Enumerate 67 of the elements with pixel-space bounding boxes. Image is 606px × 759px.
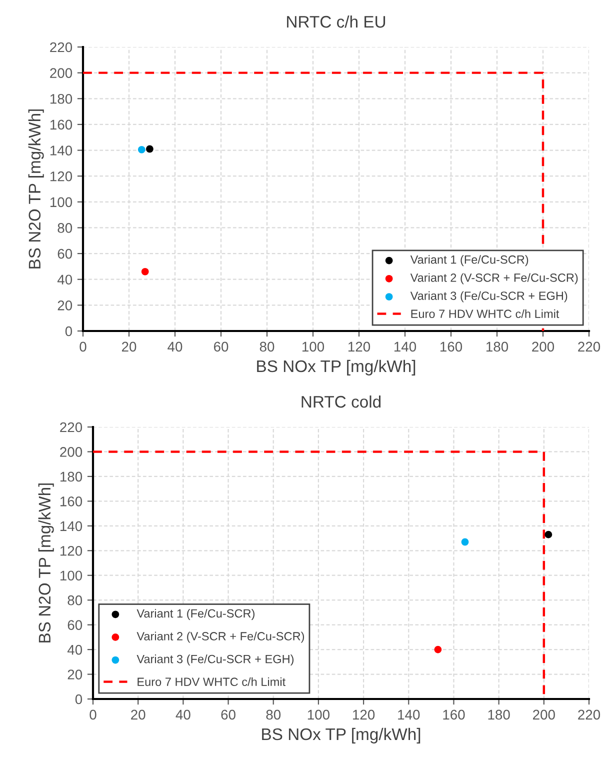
legend-label: Variant 2 (V-SCR + Fe/Cu-SCR) bbox=[410, 273, 578, 284]
chart-title: NRTC cold bbox=[302, 395, 381, 408]
x-tick-label: 180 bbox=[486, 342, 508, 352]
y-tick-label: 180 bbox=[50, 94, 72, 104]
x-tick-label: 80 bbox=[260, 342, 274, 352]
legend-label: Euro 7 HDV WHTC c/h Limit bbox=[138, 677, 286, 686]
point bbox=[434, 646, 442, 654]
y-tick-label: 0 bbox=[65, 326, 72, 336]
x-tick-label: 200 bbox=[532, 342, 554, 352]
x-tick-label: 220 bbox=[578, 710, 600, 720]
y-tick-label: 100 bbox=[50, 197, 72, 208]
x-tick-label: 60 bbox=[221, 710, 236, 720]
legend-label: Variant 1 (Fe/Cu-SCR) bbox=[136, 608, 254, 620]
y-tick-label: 60 bbox=[68, 620, 82, 630]
x-tick-label: 160 bbox=[440, 342, 462, 352]
y-tick-label: 40 bbox=[67, 644, 82, 655]
y-tick-label: 140 bbox=[50, 146, 72, 156]
x-axis-title: BS NOx TP [mg/kWh] bbox=[262, 728, 420, 744]
x-tick-label: 160 bbox=[443, 710, 465, 720]
y-tick-label: 0 bbox=[75, 694, 82, 704]
point bbox=[141, 268, 149, 276]
y-tick-label: 120 bbox=[60, 546, 82, 556]
x-axis-title: BS NOx TP [mg/kWh] bbox=[257, 360, 416, 376]
point bbox=[544, 530, 552, 538]
x-tick-label: 80 bbox=[266, 710, 281, 720]
x-tick-label: 100 bbox=[308, 710, 330, 720]
x-tick-label: 120 bbox=[348, 342, 370, 352]
y-tick-label: 200 bbox=[50, 68, 72, 78]
y-tick-label: 20 bbox=[68, 670, 82, 680]
x-tick-label: 60 bbox=[214, 342, 228, 352]
point bbox=[461, 538, 469, 546]
y-tick-label: 160 bbox=[50, 120, 72, 130]
point bbox=[146, 145, 154, 153]
y-tick-label: 20 bbox=[58, 300, 72, 310]
x-tick-label: 40 bbox=[176, 710, 190, 720]
x-tick-label: 40 bbox=[168, 342, 182, 352]
x-tick-label: 120 bbox=[353, 710, 375, 720]
legend-label: Variant 3 (Fe/Cu-SCR + EGH) bbox=[136, 654, 294, 666]
y-tick-label: 40 bbox=[57, 274, 72, 285]
chart-title: NRTC c/h EU bbox=[287, 15, 386, 28]
legend-label: Variant 3 (Fe/Cu-SCR + EGH) bbox=[410, 291, 568, 302]
x-tick-label: 100 bbox=[302, 342, 324, 352]
x-tick-label: 140 bbox=[394, 342, 416, 352]
y-axis-title: BS N2O TP [mg/kWh] bbox=[38, 483, 54, 642]
legend-label: Euro 7 HDV WHTC c/h Limit bbox=[411, 309, 560, 318]
legend-label: Variant 1 (Fe/Cu-SCR) bbox=[410, 255, 528, 266]
y-tick-label: 120 bbox=[50, 171, 72, 182]
x-tick-label: 0 bbox=[90, 710, 96, 720]
x-tick-label: 20 bbox=[122, 342, 136, 352]
y-tick-label: 100 bbox=[60, 570, 82, 581]
x-tick-label: 220 bbox=[578, 342, 600, 352]
y-tick-label: 80 bbox=[58, 223, 72, 233]
y-tick-label: 180 bbox=[60, 472, 82, 482]
y-tick-label: 140 bbox=[60, 521, 82, 532]
y-tick-label: 220 bbox=[60, 422, 82, 432]
legend-label: Variant 2 (V-SCR + Fe/Cu-SCR) bbox=[136, 632, 304, 643]
x-tick-label: 200 bbox=[533, 710, 555, 720]
point bbox=[138, 146, 146, 154]
y-tick-label: 160 bbox=[60, 496, 82, 506]
y-tick-label: 80 bbox=[68, 595, 82, 606]
y-tick-label: 200 bbox=[60, 447, 82, 457]
y-tick-label: 60 bbox=[58, 248, 72, 259]
y-tick-label: 220 bbox=[50, 42, 72, 52]
x-tick-label: 180 bbox=[488, 710, 510, 720]
x-tick-label: 140 bbox=[398, 710, 420, 720]
y-axis-title: BS N2O TP [mg/kWh] bbox=[28, 109, 44, 268]
x-tick-label: 20 bbox=[131, 710, 146, 720]
